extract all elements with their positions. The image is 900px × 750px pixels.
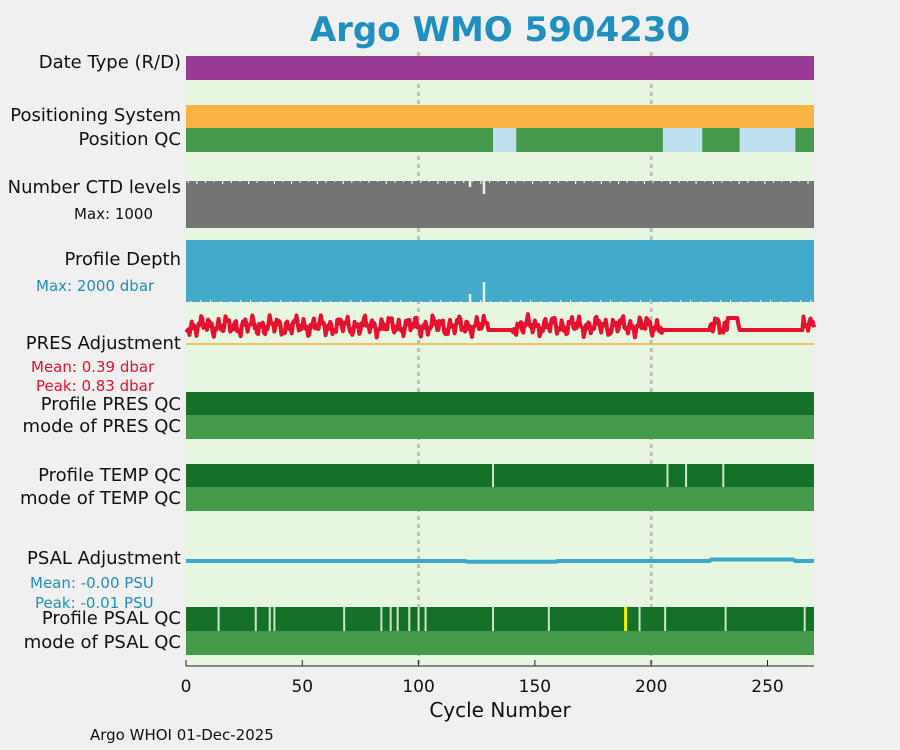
label-profile-depth: Profile Depth [64, 249, 181, 270]
label-position-qc: Position QC [78, 129, 181, 150]
pres-adjustment-line [184, 312, 816, 340]
profile-temp-qc-bar [186, 464, 814, 487]
footer-credit: Argo WHOI 01-Dec-2025 [90, 726, 274, 744]
date-type-bar [186, 56, 814, 80]
psal-qc-gap-8 [408, 607, 411, 631]
psal-qc-gap-9 [417, 607, 420, 631]
label-psal-adjustment: PSAL Adjustment [26, 548, 181, 569]
label-mode-temp-qc: mode of TEMP QC [19, 488, 181, 509]
psal-qc-gap-11 [492, 607, 495, 631]
psal-qc-flag-0 [624, 607, 628, 631]
label-mode-pres-qc: mode of PRES QC [22, 416, 181, 437]
x-tick-label-150: 150 [519, 677, 551, 697]
label-psal-peak: Peak: -0.01 PSU [35, 594, 154, 612]
psal-qc-gap-1 [254, 607, 257, 631]
ctd-levels-texture [187, 181, 809, 184]
label-mode-psal-qc: mode of PSAL QC [23, 632, 181, 653]
positioning-system-bar [186, 105, 814, 128]
label-profile-temp-qc: Profile TEMP QC [38, 465, 181, 486]
temp-qc-gap-2 [685, 464, 688, 487]
mode-psal-qc-bar [186, 631, 814, 655]
label-psal-mean: Mean: -0.00 PSU [30, 574, 154, 592]
ctd-levels-dip-1 [482, 181, 486, 194]
label-profile-psal-qc: Profile PSAL QC [41, 608, 181, 629]
psal-qc-gap-6 [389, 607, 392, 631]
x-axis-label: Cycle Number [429, 698, 571, 722]
label-ctd-levels: Number CTD levels [7, 177, 181, 198]
psal-qc-gap-14 [664, 607, 667, 631]
ctd-levels-dip-0 [468, 181, 472, 187]
label-date-type: Date Type (R/D) [38, 52, 181, 73]
psal-qc-gap-15 [724, 607, 727, 631]
psal-qc-gap-2 [268, 607, 271, 631]
x-tick-label-200: 200 [635, 677, 667, 697]
temp-qc-gap-3 [722, 464, 725, 487]
label-pres-adjustment: PRES Adjustment [25, 333, 181, 354]
chart-title: Argo WMO 5904230 [309, 10, 691, 50]
position-qc-light-segment-2 [739, 128, 796, 152]
label-pres-mean: Mean: 0.39 dbar [31, 358, 155, 376]
psal-adjustment-line [186, 557, 814, 564]
position-qc-light-segment-0 [493, 128, 517, 152]
psal-qc-gap-12 [547, 607, 550, 631]
ctd-levels-bar [186, 181, 814, 228]
psal-qc-gap-16 [803, 607, 806, 631]
profile-depth-dip-1 [482, 282, 486, 302]
psal-qc-gap-4 [343, 607, 346, 631]
psal-qc-gap-0 [217, 607, 220, 631]
temp-qc-gap-1 [666, 464, 669, 487]
mode-temp-qc-bar [186, 487, 814, 511]
profile-pres-qc-bar [186, 392, 814, 415]
x-tick-label-100: 100 [402, 677, 434, 697]
profile-depth-bar [186, 240, 814, 302]
profile-depth-dip-0 [468, 294, 472, 302]
label-positioning-system: Positioning System [10, 105, 181, 126]
x-tick-label-0: 0 [181, 677, 192, 697]
label-pres-peak: Peak: 0.83 dbar [36, 377, 155, 395]
x-tick-label-250: 250 [751, 677, 783, 697]
label-profile-pres-qc: Profile PRES QC [40, 394, 181, 415]
position-qc-light-segment-1 [662, 128, 703, 152]
psal-qc-gap-7 [396, 607, 399, 631]
psal-qc-gap-5 [380, 607, 383, 631]
label-ctd-max: Max: 1000 [74, 205, 154, 223]
psal-qc-gap-10 [424, 607, 427, 631]
profile-psal-qc-bar [186, 607, 814, 631]
mode-pres-qc-bar [186, 415, 814, 439]
label-depth-max: Max: 2000 dbar [36, 277, 155, 295]
psal-qc-gap-3 [273, 607, 276, 631]
temp-qc-gap-0 [492, 464, 495, 487]
x-tick-label-50: 50 [291, 677, 313, 697]
psal-qc-gap-13 [638, 607, 641, 631]
